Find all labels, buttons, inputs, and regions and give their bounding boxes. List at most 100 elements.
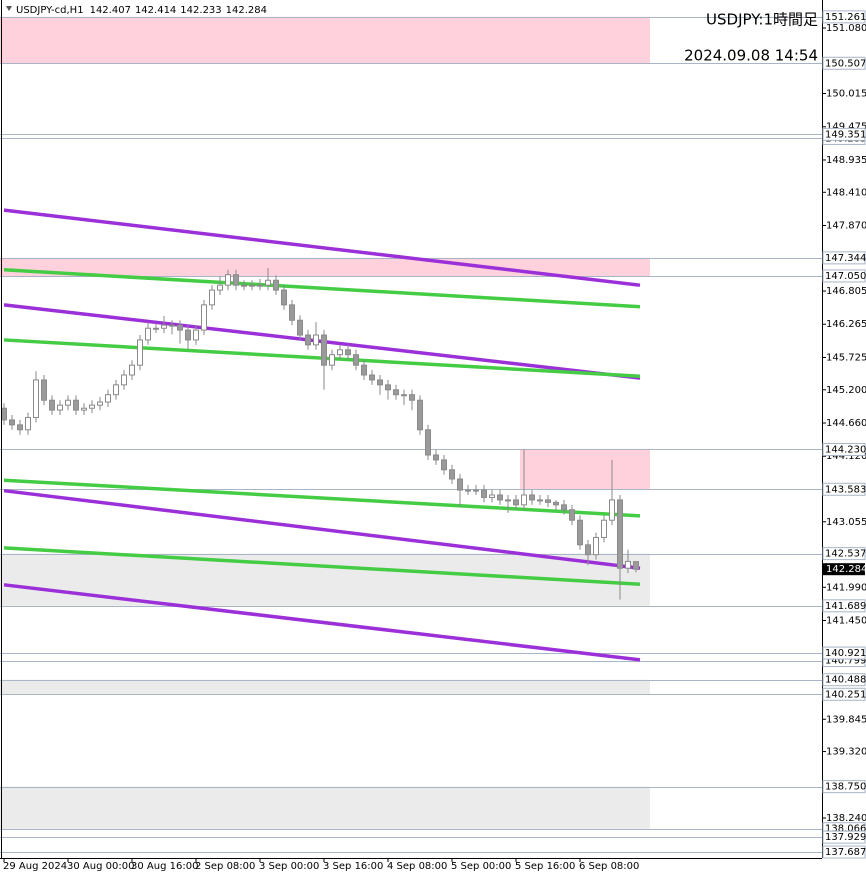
- candle-body: [609, 499, 615, 521]
- level-label: 137.687: [825, 847, 866, 858]
- candle-body: [409, 394, 415, 401]
- header-low: 142.233: [180, 5, 221, 16]
- candle-body: [25, 416, 31, 431]
- x-tick-label: 3 Sep 00:00: [259, 861, 319, 872]
- level-label: 140.251: [825, 689, 866, 700]
- candle-body: [489, 494, 495, 498]
- candle-body: [593, 536, 599, 556]
- level-label: 140.488: [825, 675, 866, 686]
- candle-body: [17, 424, 23, 431]
- candle-body: [633, 561, 639, 570]
- x-tick-label: 30 Aug 00:00: [67, 861, 134, 872]
- y-tick-label: 151.080: [826, 23, 866, 34]
- candle-body: [153, 327, 159, 330]
- level-label: 147.344: [825, 253, 866, 264]
- y-tick-label: 148.935: [826, 155, 866, 166]
- y-tick-label: 141.990: [826, 582, 866, 593]
- candle-body: [41, 379, 47, 401]
- candle-body: [265, 279, 271, 286]
- candle-body: [193, 329, 199, 341]
- level-label-box: [822, 442, 866, 456]
- x-tick-label: 3 Sep 16:00: [323, 861, 383, 872]
- candle-body: [577, 519, 583, 546]
- candle-body: [433, 454, 439, 461]
- y-tick-label: 147.870: [826, 220, 866, 231]
- zone: [0, 679, 650, 695]
- candle-body: [617, 499, 623, 569]
- candle-body: [105, 394, 111, 403]
- level-label: 141.689: [825, 601, 866, 612]
- candle-body: [241, 284, 247, 287]
- candle-body: [137, 339, 143, 366]
- y-tick-label: 146.805: [826, 286, 866, 297]
- candle-body: [65, 399, 71, 406]
- x-tick-label: 4 Sep 08:00: [387, 861, 447, 872]
- candle-body: [249, 284, 255, 287]
- candle-body: [97, 401, 103, 406]
- level-label: 151.261: [825, 12, 866, 23]
- y-tick-label: 146.265: [826, 319, 866, 330]
- candle-body: [9, 419, 15, 426]
- x-tick-label: 5 Sep 16:00: [515, 861, 575, 872]
- level-label: 140.799: [825, 656, 866, 667]
- candle-body: [441, 459, 447, 471]
- header: USDJPY-cd,H1 142.407 142.414 142.233 142.284: [16, 5, 267, 16]
- candle-body: [353, 354, 359, 366]
- level-label-box: [822, 780, 866, 794]
- candle-body: [465, 489, 471, 492]
- x-tick-label: 2 Sep 08:00: [195, 861, 255, 872]
- candle-body: [217, 284, 223, 291]
- x-tick-label: 29 Aug 2024: [3, 861, 67, 872]
- candle-body: [537, 499, 543, 502]
- symbol: USDJPY-cd,H1: [16, 5, 84, 16]
- candle-body: [625, 560, 631, 569]
- level-label-box: [822, 269, 866, 283]
- candle-body: [545, 499, 551, 503]
- zone: [0, 257, 650, 276]
- y-tick-label: 144.660: [826, 418, 866, 429]
- level-label: 147.050: [825, 271, 866, 282]
- level-label-box: [822, 251, 866, 265]
- y-tick-label: 148.410: [826, 187, 866, 198]
- level-label-box: [822, 10, 866, 24]
- candle-body: [177, 324, 183, 331]
- level-label: 143.583: [825, 484, 866, 495]
- candle-body: [449, 469, 455, 480]
- y-tick-label: 139.320: [826, 747, 866, 758]
- candle-body: [169, 324, 175, 327]
- current-price-box: [823, 563, 865, 576]
- level-label-box: [822, 845, 866, 859]
- x-tick-label: 30 Aug 16:00: [131, 861, 198, 872]
- candle-body: [161, 324, 167, 329]
- candle-body: [553, 501, 559, 506]
- zone: [0, 16, 650, 64]
- header-close: 142.284: [226, 5, 267, 16]
- candle-body: [329, 354, 335, 366]
- level-label-box: [822, 547, 866, 561]
- candle-body: [49, 399, 55, 411]
- candle-body: [521, 494, 527, 506]
- candle-body: [529, 494, 535, 501]
- level-label: 140.921: [825, 648, 866, 659]
- candle-body: [305, 334, 311, 346]
- candle-body: [121, 374, 127, 386]
- chart-title: USDJPY:1時間足: [706, 11, 818, 29]
- level-label: 144.230: [825, 444, 866, 455]
- candle-body: [481, 489, 487, 498]
- trend-line: [3, 208, 641, 287]
- level-label: 150.507: [825, 58, 866, 69]
- trend-line: [3, 546, 641, 586]
- candle-body: [233, 274, 239, 286]
- candle-body: [385, 384, 391, 391]
- y-tick-label: 139.845: [826, 714, 866, 725]
- level-label: 142.537: [825, 549, 866, 560]
- candle-body: [513, 499, 519, 506]
- level-label-box: [822, 673, 866, 687]
- candle-body: [361, 364, 367, 376]
- candle-body: [345, 349, 351, 356]
- candle-body: [569, 509, 575, 521]
- level-label-box: [822, 56, 866, 70]
- candle-body: [473, 489, 479, 492]
- level-label-box: [822, 646, 866, 660]
- y-tick-label: 141.450: [826, 616, 866, 627]
